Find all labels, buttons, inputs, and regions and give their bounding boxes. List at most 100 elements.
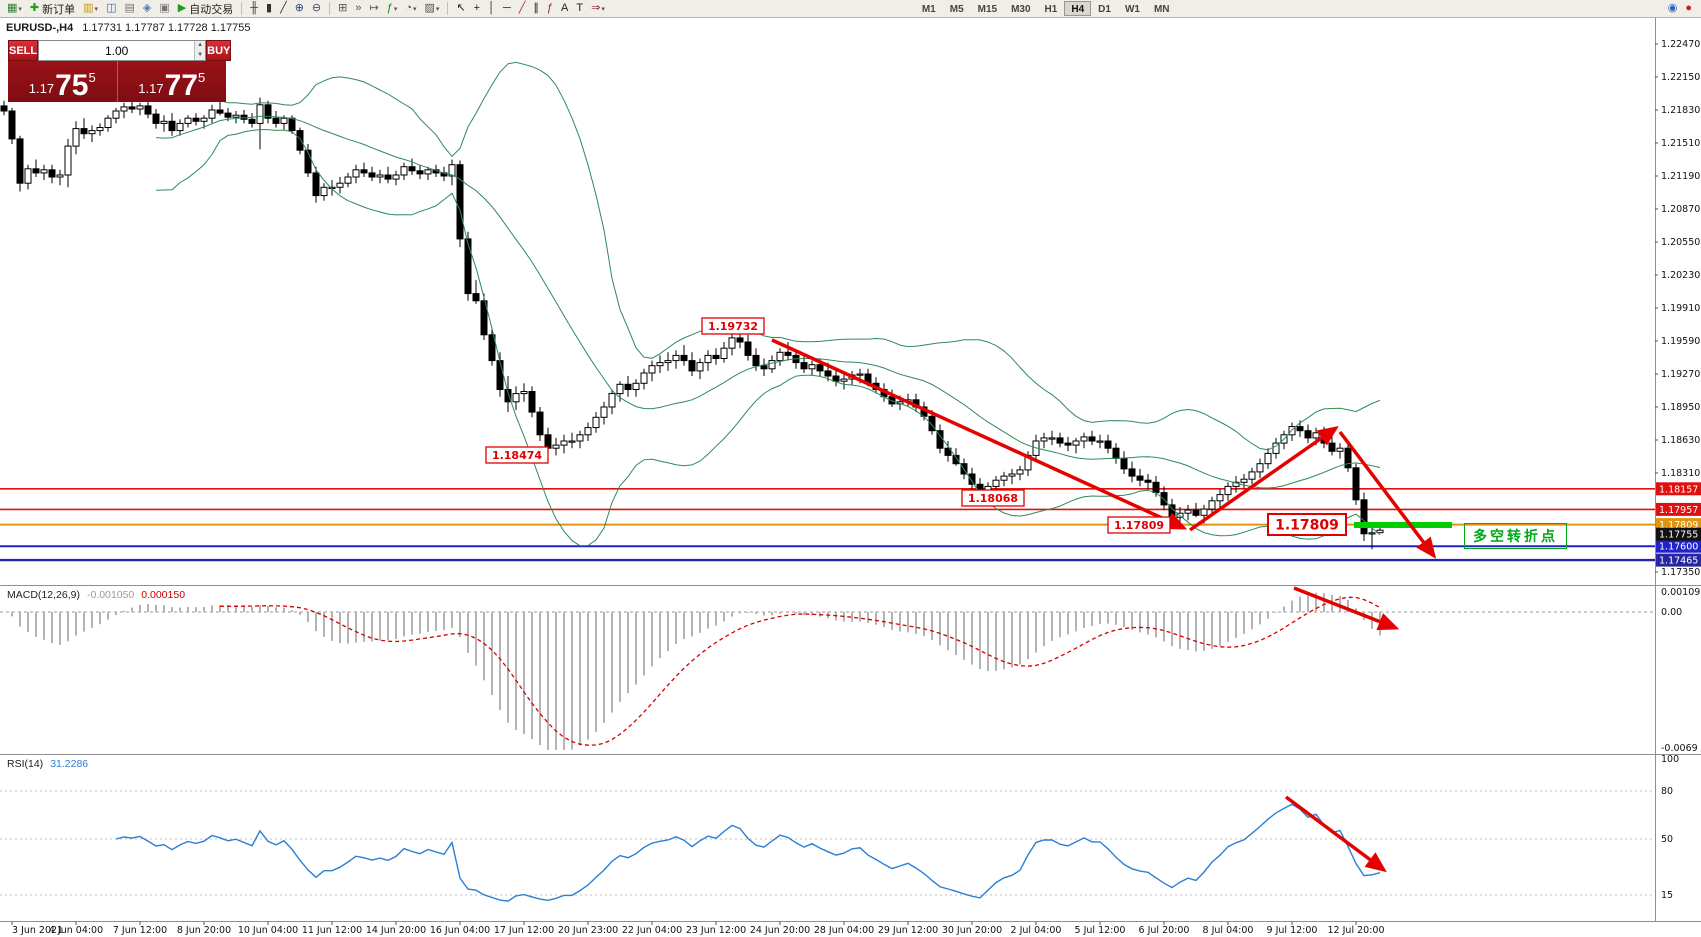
sell-button[interactable]: SELL — [8, 40, 39, 61]
svg-text:1.17755: 1.17755 — [1659, 530, 1698, 541]
time-axis-label[interactable]: 12 Jul 20:00 — [1328, 925, 1385, 936]
trend-arrow[interactable] — [1293, 586, 1400, 631]
chart-symbol-period: EURUSD-,H4 — [6, 22, 74, 34]
tile-windows-button[interactable]: ⊞ — [335, 1, 350, 17]
community-button[interactable]: ◉ — [1665, 1, 1681, 17]
price-axis-label[interactable]: 1.21510 — [1661, 138, 1700, 149]
price-axis-label[interactable]: 1.19590 — [1661, 336, 1700, 347]
time-axis-label[interactable]: 8 Jun 20:00 — [177, 925, 231, 936]
line-chart-type-button[interactable]: ╱ — [277, 1, 290, 17]
buy-price-display[interactable]: 1.17 77 5 — [118, 61, 227, 102]
time-axis-label[interactable]: 10 Jun 04:00 — [238, 925, 298, 936]
price-tag[interactable]: 1.18474 — [485, 446, 549, 464]
time-axis-label[interactable]: 9 Jul 12:00 — [1267, 925, 1318, 936]
period-d1-button[interactable]: D1 — [1098, 4, 1111, 15]
period-m1-button[interactable]: M1 — [921, 4, 936, 15]
time-axis-label[interactable]: 6 Jul 20:00 — [1139, 925, 1190, 936]
trend-arrow[interactable] — [1284, 795, 1387, 873]
buy-button[interactable]: BUY — [206, 40, 232, 61]
period-h4-button[interactable]: H4 — [1064, 1, 1092, 16]
navigator-button[interactable]: ◈ — [140, 1, 154, 17]
fibonacci-retracement-button[interactable]: ƒ — [544, 1, 556, 17]
lot-size-input[interactable] — [39, 41, 195, 60]
time-axis-label[interactable]: 28 Jun 04:00 — [814, 925, 874, 936]
price-axis-label[interactable]: 1.18310 — [1661, 468, 1700, 479]
time-axis-label[interactable]: 3 Jun 2021 — [12, 925, 63, 936]
time-axis-label[interactable]: 2 Jul 04:00 — [1011, 925, 1062, 936]
auto-scroll-button[interactable]: » — [352, 1, 364, 17]
timeframes-menu-button[interactable]: ◔ ▾ — [402, 1, 419, 17]
price-axis-label[interactable]: 1.17350 — [1661, 567, 1700, 578]
time-axis-label[interactable]: 29 Jun 12:00 — [878, 925, 938, 936]
time-axis-label[interactable]: 17 Jun 12:00 — [494, 925, 554, 936]
time-axis-label[interactable]: 11 Jun 12:00 — [302, 925, 362, 936]
autotrading-button[interactable]: ▶ 自动交易 — [175, 1, 236, 17]
time-axis-label[interactable]: 7 Jun 12:00 — [113, 925, 167, 936]
arrows-tool-button[interactable]: ⇒ ▾ — [588, 1, 608, 17]
price-axis-label[interactable]: 1.21830 — [1661, 105, 1700, 116]
trendline-button[interactable]: ╱ — [516, 1, 529, 17]
chart-profiles-button[interactable]: ▥ ▾ — [80, 1, 101, 17]
time-axis-label[interactable]: 4 Jun 04:00 — [49, 925, 103, 936]
period-h1-button[interactable]: H1 — [1044, 4, 1058, 15]
price-tag[interactable]: 1.18068 — [961, 489, 1025, 507]
price-axis-label[interactable]: 1.21190 — [1661, 171, 1700, 182]
price-axis-label[interactable]: 1.19910 — [1661, 303, 1700, 314]
templates-button[interactable]: ▨ ▾ — [422, 1, 443, 17]
trend-arrow[interactable] — [1188, 425, 1339, 532]
lot-decrease-button[interactable]: ▼ — [195, 50, 206, 60]
period-mn-button[interactable]: MN — [1153, 4, 1170, 15]
price-tag[interactable]: 1.17809 — [1107, 516, 1171, 534]
indicators-list-button[interactable]: ƒ ▾ — [384, 1, 401, 17]
cursor-button[interactable]: ↖ — [453, 1, 468, 17]
price-axis-label[interactable]: 1.18630 — [1661, 435, 1700, 446]
price-axis-label[interactable]: 1.19270 — [1661, 369, 1700, 380]
time-axis-label[interactable]: 24 Jun 20:00 — [750, 925, 810, 936]
time-axis-label[interactable]: 30 Jun 20:00 — [942, 925, 1002, 936]
data-window-button[interactable]: ▤ — [121, 1, 137, 17]
price-axis-label[interactable]: 1.18950 — [1661, 402, 1700, 413]
price-axis-label[interactable]: 1.20550 — [1661, 237, 1700, 248]
market-watch-button[interactable]: ◫ — [103, 1, 119, 17]
text-label-button[interactable]: T — [573, 1, 586, 17]
chart-shift-button[interactable]: ↦ — [366, 1, 381, 17]
equidistant-channel-button[interactable]: ∥ — [530, 1, 542, 17]
time-axis-label[interactable]: 16 Jun 04:00 — [430, 925, 490, 936]
chart-area[interactable]: 1.22470 1.22150 1.21830 1.21510 1.21190 1.208… — [0, 18, 1701, 937]
time-axis-label[interactable]: 20 Jun 23:00 — [558, 925, 618, 936]
zoom-out-button[interactable]: ⊖ — [309, 1, 324, 17]
price-tag[interactable]: 1.19732 — [701, 317, 765, 335]
price-axis-label[interactable]: 1.22470 — [1661, 39, 1700, 50]
time-axis-label[interactable]: 5 Jul 12:00 — [1075, 925, 1126, 936]
period-m30-button[interactable]: M30 — [1011, 4, 1031, 15]
vertical-line-button[interactable]: │ — [485, 1, 498, 17]
chart-canvas[interactable]: 1.22470 1.22150 1.21830 1.21510 1.21190 1.208… — [0, 18, 1701, 937]
time-axis-label[interactable]: 22 Jun 04:00 — [622, 925, 682, 936]
connection-status-button[interactable]: ● — [1682, 1, 1695, 17]
text-button[interactable]: A — [558, 1, 571, 17]
price-axis-label[interactable]: 1.20230 — [1661, 270, 1700, 281]
bar-chart-type-button[interactable]: ╫ — [247, 1, 261, 17]
zoom-in-button[interactable]: ⊕ — [292, 1, 307, 17]
horizontal-line-button[interactable]: ─ — [500, 1, 514, 17]
time-axis-label[interactable]: 8 Jul 04:00 — [1203, 925, 1254, 936]
dropdown-caret-icon: ▾ — [413, 5, 417, 13]
price-axis-label[interactable]: 1.20870 — [1661, 204, 1700, 215]
sell-price-display[interactable]: 1.17 75 5 — [8, 61, 118, 102]
time-axis-label[interactable]: 14 Jun 20:00 — [366, 925, 426, 936]
period-m15-button[interactable]: M15 — [977, 4, 998, 15]
new-order-button[interactable]: ✚ 新订单 — [27, 1, 78, 17]
price-axis-label[interactable]: 1.22150 — [1661, 72, 1700, 83]
lot-increase-button[interactable]: ▲ — [195, 41, 206, 51]
trend-arrow[interactable] — [1338, 430, 1437, 559]
trend-arrow[interactable] — [771, 338, 1188, 530]
crosshair-button[interactable]: + — [471, 1, 483, 17]
price-tag[interactable]: 1.17809 — [1267, 513, 1347, 536]
period-w1-button[interactable]: W1 — [1124, 4, 1140, 15]
time-axis-label[interactable]: 23 Jun 12:00 — [686, 925, 746, 936]
terminal-button[interactable]: ▣ — [156, 1, 172, 17]
candlestick-chart-type-button[interactable]: ▮ — [263, 1, 275, 17]
turning-point-note[interactable]: 多空转折点 — [1464, 523, 1567, 549]
period-m5-button[interactable]: M5 — [949, 4, 964, 15]
new-chart-button[interactable]: ▦ ▾ — [4, 1, 25, 17]
